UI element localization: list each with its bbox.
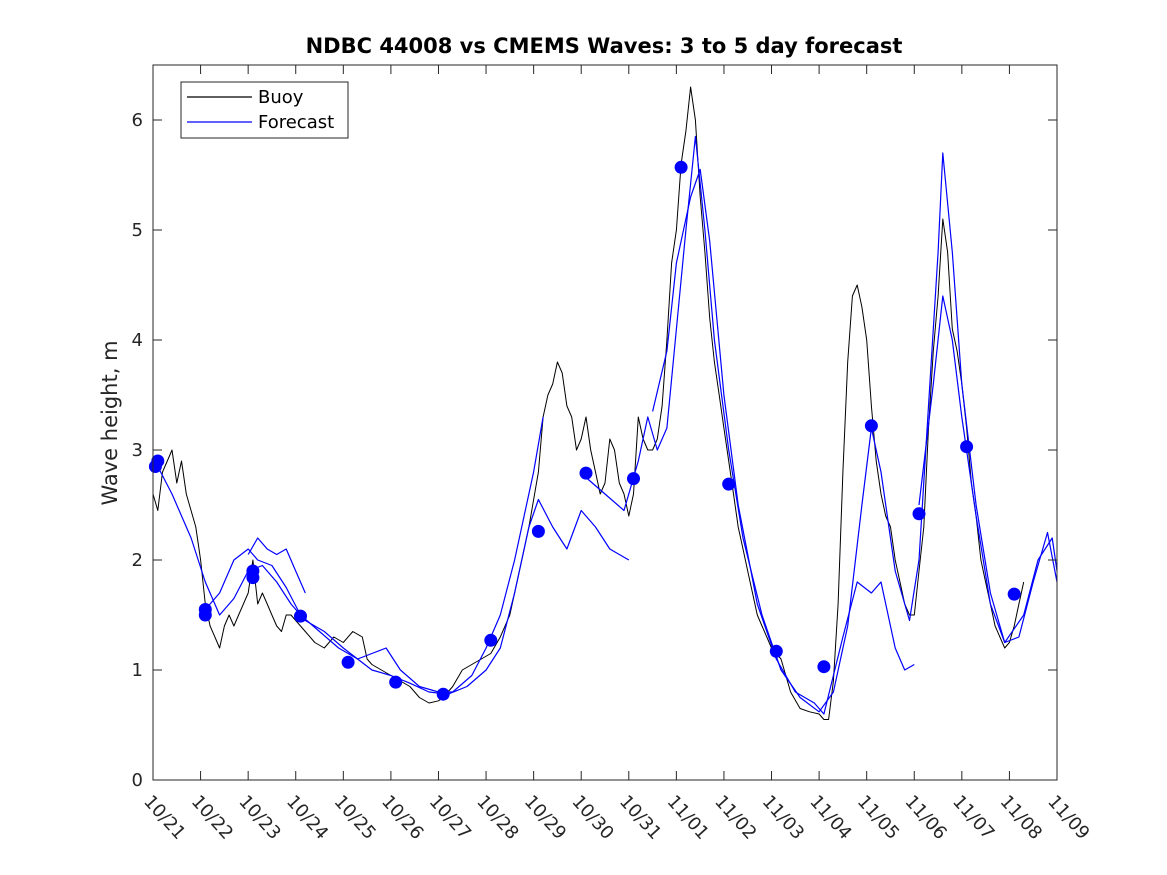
forecast-marker-14 <box>674 160 688 174</box>
forecast-marker-8 <box>389 675 403 689</box>
forecast-marker-16 <box>769 644 783 658</box>
series-forecast-line-1 <box>157 466 630 695</box>
series-buoy-line <box>152 86 1025 720</box>
series-forecast-line-6 <box>918 295 1058 644</box>
forecast-marker-12 <box>579 466 593 480</box>
legend-box <box>180 81 349 139</box>
y-tick-label-3: 3 <box>132 440 143 461</box>
series-layer <box>152 86 1058 720</box>
y-tick-label-5: 5 <box>132 220 143 241</box>
forecast-marker-7 <box>341 655 355 669</box>
y-tick-label-2: 2 <box>132 550 143 571</box>
series-forecast-line-3 <box>247 537 306 594</box>
legend-forecast-label: Forecast <box>258 112 334 133</box>
forecast-marker-1 <box>151 454 165 468</box>
series-forecast-line-5 <box>652 168 915 715</box>
forecast-marker-11 <box>531 524 545 538</box>
y-axis-label: Wave height, m <box>98 340 122 505</box>
forecast-marker-19 <box>912 507 926 521</box>
chart-title: NDBC 44008 vs CMEMS Waves: 3 to 5 day fo… <box>306 34 903 58</box>
series-forecast-line-4 <box>585 135 1058 713</box>
forecast-marker-10 <box>484 633 498 647</box>
forecast-marker-9 <box>436 687 450 701</box>
forecast-marker-20 <box>960 440 974 454</box>
marker-layer <box>148 160 1021 701</box>
y-tick-label-4: 4 <box>132 330 143 351</box>
forecast-marker-3 <box>198 603 212 616</box>
plot-area <box>153 65 1057 780</box>
forecast-marker-18 <box>864 419 878 433</box>
forecast-marker-6 <box>294 609 307 623</box>
y-tick-label-6: 6 <box>132 110 143 131</box>
legend-buoy-label: Buoy <box>258 87 304 108</box>
legend: Buoy Forecast <box>180 81 349 139</box>
plot-frame <box>152 64 1058 781</box>
y-tick-label-1: 1 <box>132 660 143 681</box>
forecast-marker-5 <box>246 564 260 578</box>
y-tick-label-0: 0 <box>132 770 143 791</box>
forecast-marker-21 <box>1007 587 1021 601</box>
forecast-marker-15 <box>722 477 736 491</box>
forecast-marker-17 <box>817 660 831 674</box>
forecast-marker-13 <box>627 472 640 486</box>
